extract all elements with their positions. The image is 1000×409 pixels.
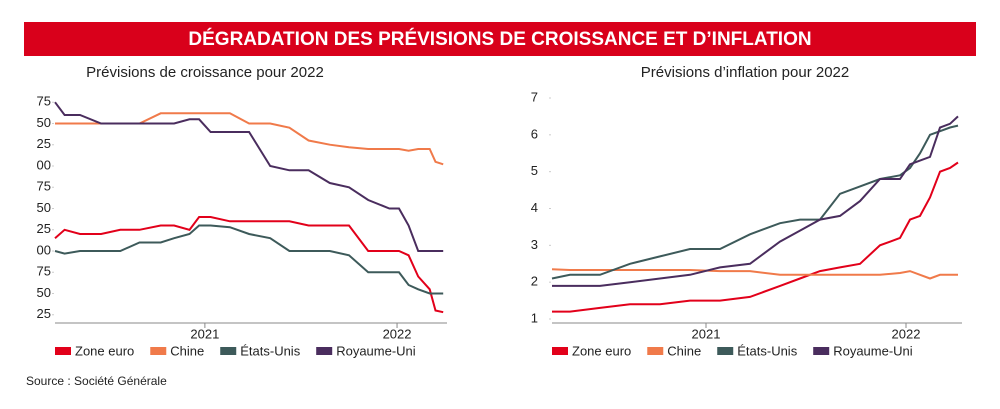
y-tick-label: 75 <box>37 179 51 194</box>
legend-swatch <box>220 347 237 355</box>
legend-swatch <box>552 347 568 355</box>
series-line <box>55 112 444 166</box>
series-line <box>552 161 959 313</box>
legend-swatch <box>55 347 71 355</box>
y-tick-label: 75 <box>37 94 51 109</box>
y-tick-label: 50 <box>37 115 51 130</box>
y-tick-label: 7 <box>531 89 538 104</box>
series-line <box>551 268 958 280</box>
legend-swatch <box>717 347 734 355</box>
y-tick-label: 5 <box>531 163 538 178</box>
y-tick-label: 2 <box>531 274 538 289</box>
y-tick-label: 00 <box>37 157 51 172</box>
y-tick-label: 50 <box>37 285 51 300</box>
legend-label: Royaume-Uni <box>833 343 913 358</box>
series-line <box>552 115 959 287</box>
chart-title: Prévisions de croissance pour 2022 <box>86 64 324 81</box>
legend-label: Zone euro <box>572 343 631 358</box>
y-tick-label: 25 <box>37 136 51 151</box>
x-tick-label: 2022 <box>383 326 412 341</box>
title-banner <box>24 22 976 56</box>
legend-label: États-Unis <box>737 343 797 358</box>
legend-label: États-Unis <box>240 343 300 358</box>
legend-label: Chine <box>667 343 701 358</box>
legend-label: Royaume-Uni <box>336 343 416 358</box>
y-tick-label: 00 <box>37 242 51 257</box>
legend-swatch <box>813 347 830 355</box>
y-tick-label: 25 <box>37 221 51 236</box>
series-line <box>551 124 959 280</box>
series-line <box>54 224 444 295</box>
x-tick-label: 2021 <box>692 326 721 341</box>
source: Source : Société Générale <box>26 374 167 388</box>
legend-label: Chine <box>170 343 204 358</box>
chart-title: Prévisions d’inflation pour 2022 <box>641 64 849 81</box>
x-tick-label: 2021 <box>190 326 219 341</box>
legend-swatch <box>647 347 664 355</box>
y-tick-label: 3 <box>531 237 538 252</box>
legend-swatch <box>316 347 333 355</box>
y-tick-label: 25 <box>37 306 51 321</box>
page-title: DÉGRADATION DES PRÉVISIONS DE CROISSANCE… <box>188 28 811 50</box>
legend-label: Zone euro <box>75 343 134 358</box>
y-tick-label: 1 <box>531 310 538 325</box>
legend-swatch <box>150 347 167 355</box>
x-tick-label: 2022 <box>892 326 921 341</box>
series-line <box>54 216 444 314</box>
series-line <box>54 101 444 252</box>
y-tick-label: 6 <box>531 126 538 141</box>
y-tick-label: 4 <box>531 200 538 215</box>
y-tick-label: 75 <box>37 264 51 279</box>
y-tick-label: 50 <box>37 200 51 215</box>
